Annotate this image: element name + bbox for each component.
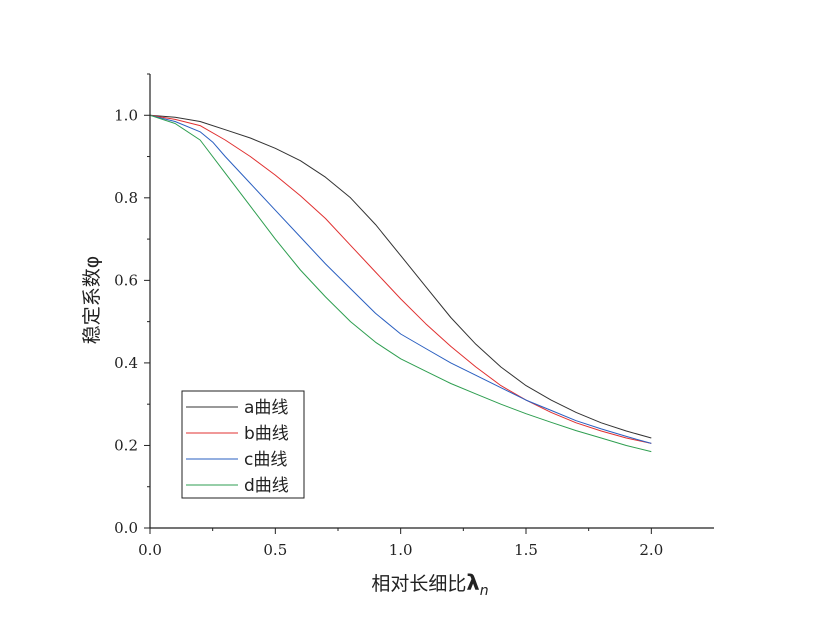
x-tick-label: 0.5 [263,541,287,559]
y-tick-label: 0.0 [114,519,138,537]
y-tick-label: 0.8 [114,189,138,207]
y-axis-title: 稳定系数φ [81,256,103,345]
x-tick-label: 0.0 [138,541,162,559]
y-tick-label: 0.4 [114,354,138,372]
x-axis-title-text: 相对长细比 [371,573,466,595]
axes: 0.0 0.5 1.0 1.5 2.0 0.0 0.2 0.4 0.6 0.8 1.0 [114,73,714,559]
series-line-4 [149,114,652,453]
series-line-3 [149,114,652,444]
x-axis-title-subscript: n [480,583,489,599]
legend-label-2: b曲线 [244,424,289,444]
y-tick-label: 0.2 [114,436,138,454]
x-axis-title: 相对长细比λn [371,571,488,599]
legend-label-1: a曲线 [244,398,288,418]
legend-label-4: d曲线 [244,476,289,496]
legend: a曲线 b曲线 c曲线 d曲线 [181,390,305,499]
plot-area [149,114,652,453]
x-tick-label: 2.0 [639,541,663,559]
x-axis-title-symbol: λ [466,571,479,595]
x-tick-label: 1.5 [514,541,538,559]
series-line-2 [149,114,652,444]
x-tick-label: 1.0 [389,541,413,559]
legend-label-3: c曲线 [244,450,287,470]
series-line-1 [149,114,652,439]
legend-box [181,390,305,499]
y-tick-label: 1.0 [114,106,138,124]
y-tick-label: 0.6 [114,271,138,289]
